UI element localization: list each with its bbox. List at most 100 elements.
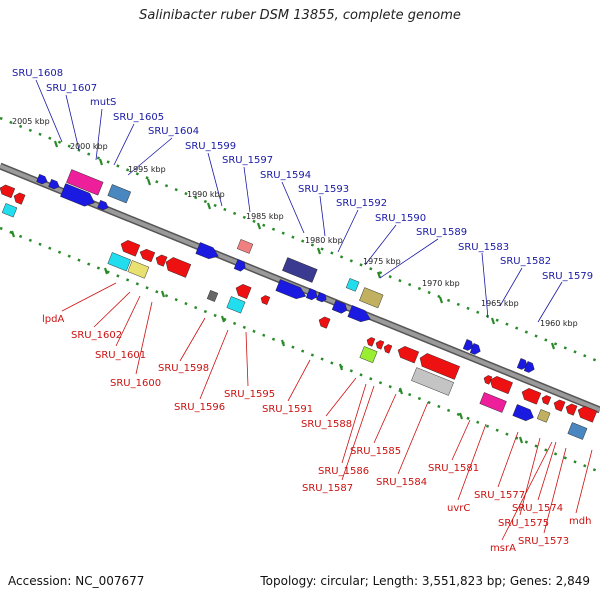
gene-label-top: SRU_1594 (260, 170, 311, 181)
kbp-label: 1980 kbp (305, 236, 343, 245)
gene-label-bottom: SRU_1577 (474, 490, 525, 501)
gene-label-bottom: lpdA (42, 314, 64, 325)
gene-sru-1586 (366, 337, 376, 347)
gene-rev-2 (13, 192, 26, 205)
kbp-label: 1960 kbp (540, 319, 578, 328)
gene-label-bottom: SRU_1602 (71, 330, 122, 341)
gene-label-bottom: SRU_1601 (95, 350, 146, 361)
gene-sru-1577 (521, 388, 542, 405)
gene-label-top: SRU_1590 (375, 213, 426, 224)
kbp-label: 1965 kbp (481, 299, 519, 308)
forward-genes (36, 169, 535, 373)
gene-mdh (577, 406, 598, 423)
gene-label-top: SRU_1592 (336, 198, 387, 209)
gene-lpda (120, 240, 141, 257)
gene-sru-1604-blue (107, 184, 132, 204)
gene-sru-1602-cyan (107, 252, 132, 272)
gene-sru-1594 (282, 257, 318, 283)
gene-sru-1584-grey (411, 367, 454, 396)
map-title: Salinibacter ruber DSM 13855, complete g… (139, 8, 461, 23)
outer-scale-track (0, 116, 600, 364)
gene-label-bottom: SRU_1588 (301, 419, 352, 430)
gene-label-bottom: SRU_1584 (376, 477, 427, 488)
gene-sru-1607 (48, 179, 60, 190)
gene-sru-1595 (235, 284, 252, 300)
gene-sru-1592 (305, 288, 318, 301)
gene-label-bottom: SRU_1600 (110, 378, 161, 389)
gene-sru-1608 (36, 174, 48, 185)
gene-sru-1592b (316, 292, 327, 303)
gene-sru-1601 (155, 254, 168, 267)
gene-label-top: SRU_1597 (222, 155, 273, 166)
gene-sru-1574 (553, 399, 566, 412)
gene-sru-1593 (275, 279, 307, 300)
gene-label-bottom: SRU_1575 (498, 518, 549, 529)
gene-label-bottom: msrA (490, 543, 516, 554)
gene-mdh-blue (567, 422, 588, 440)
gene-uvrc (489, 376, 513, 395)
gene-sru-1591 (318, 316, 331, 329)
gene-label-bottom: SRU_1598 (158, 363, 209, 374)
gene-label-top: SRU_1608 (12, 68, 63, 79)
accession-label: Accession: NC_007677 (8, 574, 145, 588)
genome-summary: Topology: circular; Length: 3,551,823 bp… (260, 574, 590, 588)
gene-sru-1600 (165, 257, 192, 278)
reverse-leader-lines (61, 282, 593, 541)
gene-label-bottom: uvrC (447, 503, 470, 514)
gene-sru-1579b (523, 361, 535, 373)
gene-label-top: SRU_1605 (113, 112, 164, 123)
gene-sru-1604-pink (66, 169, 104, 196)
gene-sru-1587 (375, 340, 385, 350)
gene-sru-1599 (195, 242, 219, 260)
gene-sru-1585 (383, 344, 393, 354)
gene-label-bottom: SRU_1585 (350, 446, 401, 457)
gene-sru-1584b (419, 353, 460, 380)
kbp-label-group: 2005 kbp 2000 kbp 1995 kbp 1990 kbp 1985… (12, 117, 578, 328)
gene-label-top: SRU_1583 (458, 242, 509, 253)
forward-leader-lines (35, 79, 563, 323)
gene-sru-1589b (347, 305, 371, 323)
kbp-label: 1990 kbp (187, 190, 225, 199)
gene-sru-1584 (397, 346, 420, 364)
gene-sru-1601-yellow (127, 260, 150, 279)
gene-sru-1595b (260, 295, 271, 305)
gene-msra (541, 395, 552, 405)
gene-label-bottom: SRU_1574 (512, 503, 563, 514)
kbp-label: 1985 kbp (246, 212, 284, 221)
gene-sru-1598 (206, 290, 219, 302)
gene-sru-1596 (226, 296, 246, 314)
gene-label-top: mutS (90, 97, 116, 108)
gene-sru-1575 (536, 409, 551, 423)
gene-sru-1582 (469, 343, 481, 355)
gene-label-top: SRU_1589 (416, 227, 467, 238)
kbp-label: 1995 kbp (128, 165, 166, 174)
gene-sru-1589 (331, 300, 348, 314)
gene-label-bottom: SRU_1587 (302, 483, 353, 494)
gene-label-bottom: SRU_1591 (262, 404, 313, 415)
kbp-label: 2005 kbp (12, 117, 50, 126)
gene-sru-1602 (139, 249, 156, 263)
gene-sru-1588 (359, 346, 378, 364)
gene-label-top: SRU_1579 (542, 271, 593, 282)
gene-muts (60, 183, 95, 207)
gene-label-bottom: SRU_1595 (224, 389, 275, 400)
gene-label-top: SRU_1593 (298, 184, 349, 195)
gene-label-top: SRU_1604 (148, 126, 199, 137)
gene-label-top: SRU_1582 (500, 256, 551, 267)
gene-label-top: SRU_1599 (185, 141, 236, 152)
gene-sru-1597-pink (236, 239, 254, 254)
gene-sru-1579 (516, 358, 528, 370)
gene-sru-1583 (462, 339, 474, 351)
gene-sru-1590-cyan (345, 278, 360, 292)
gene-sru-1577-blue (512, 404, 534, 422)
gene-sru-1581 (483, 375, 493, 385)
kbp-label: 2000 kbp (70, 142, 108, 151)
gene-rev-cyan-1 (1, 203, 18, 218)
gene-uvrc-pink (479, 392, 507, 413)
gene-rev-1 (0, 184, 16, 199)
reverse-genes (0, 184, 598, 440)
kbp-ticks (10, 140, 556, 444)
kbp-label: 1970 kbp (422, 279, 460, 288)
gene-label-bottom: SRU_1573 (518, 536, 569, 547)
